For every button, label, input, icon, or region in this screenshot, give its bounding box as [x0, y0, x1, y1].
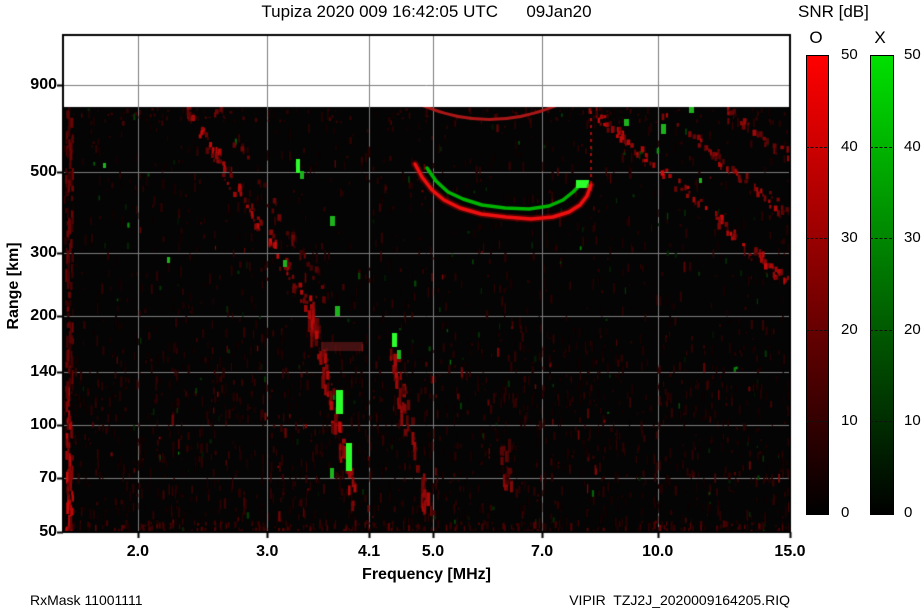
- x-tick-label: 4.1: [357, 543, 381, 560]
- y-tick-label: 70: [39, 468, 57, 486]
- y-tick-label: 200: [30, 306, 57, 324]
- colorbar-tick-label: 0: [904, 504, 913, 521]
- colorbar-tick-dash: [870, 329, 892, 331]
- x-tick-label: 7.0: [530, 543, 554, 560]
- x-tick-label: 2.0: [126, 543, 149, 560]
- colorbar-tick-label: 0: [841, 504, 850, 521]
- colorbar-tick-dash: [870, 146, 892, 148]
- colorbar-o-gradient: [806, 55, 829, 515]
- ionogram-plot-canvas: [55, 27, 800, 542]
- colorbar-x-label: X: [874, 28, 886, 47]
- colorbar-title: SNR [dB]: [798, 2, 869, 21]
- y-tick-label: 500: [30, 163, 57, 181]
- colorbar-tick-dash: [806, 238, 827, 240]
- colorbar-tick-label: 20: [841, 320, 858, 338]
- colorbar-tick-label: 30: [841, 229, 858, 247]
- x-tick-label: 3.0: [256, 543, 279, 560]
- colorbar-tick-label: 10: [904, 412, 921, 430]
- colorbar-tick-dash: [870, 238, 892, 240]
- x-axis-title: Frequency [MHz]: [362, 566, 491, 583]
- colorbar-tick-label: 30: [904, 229, 921, 247]
- colorbar-tick-label: 40: [841, 137, 858, 155]
- colorbar-tick-label: 20: [904, 320, 921, 338]
- colorbar-tick-dash: [806, 146, 827, 148]
- colorbar-tick-label: 50: [841, 46, 858, 63]
- y-tick-label: 300: [30, 244, 57, 262]
- plot-title: Tupiza 2020 009 16:42:05 UTC 09Jan20: [261, 2, 592, 21]
- x-tick-label: 5.0: [421, 543, 445, 560]
- colorbar-tick-dash: [806, 329, 827, 331]
- colorbar-tick-label: 10: [841, 412, 858, 430]
- rx-mask-text: RxMask 11001111: [30, 592, 143, 608]
- y-tick-label: 50: [39, 523, 57, 540]
- data-file-text: VIPIR TZJ2J_2020009164205.RIQ: [569, 592, 790, 608]
- y-tick-label: 140: [30, 362, 57, 380]
- y-tick-label: 100: [30, 416, 57, 434]
- y-tick-label: 900: [30, 76, 57, 94]
- colorbar-tick-label: 40: [904, 137, 921, 155]
- colorbar-o-label: O: [809, 28, 823, 47]
- colorbar-tick-dash: [806, 421, 827, 423]
- colorbar-tick-label: 50: [904, 46, 921, 63]
- colorbar-tick-dash: [870, 421, 892, 423]
- x-tick-label: 15.0: [774, 543, 806, 560]
- x-tick-label: 10.0: [642, 543, 674, 560]
- colorbar-x-gradient: [870, 55, 894, 515]
